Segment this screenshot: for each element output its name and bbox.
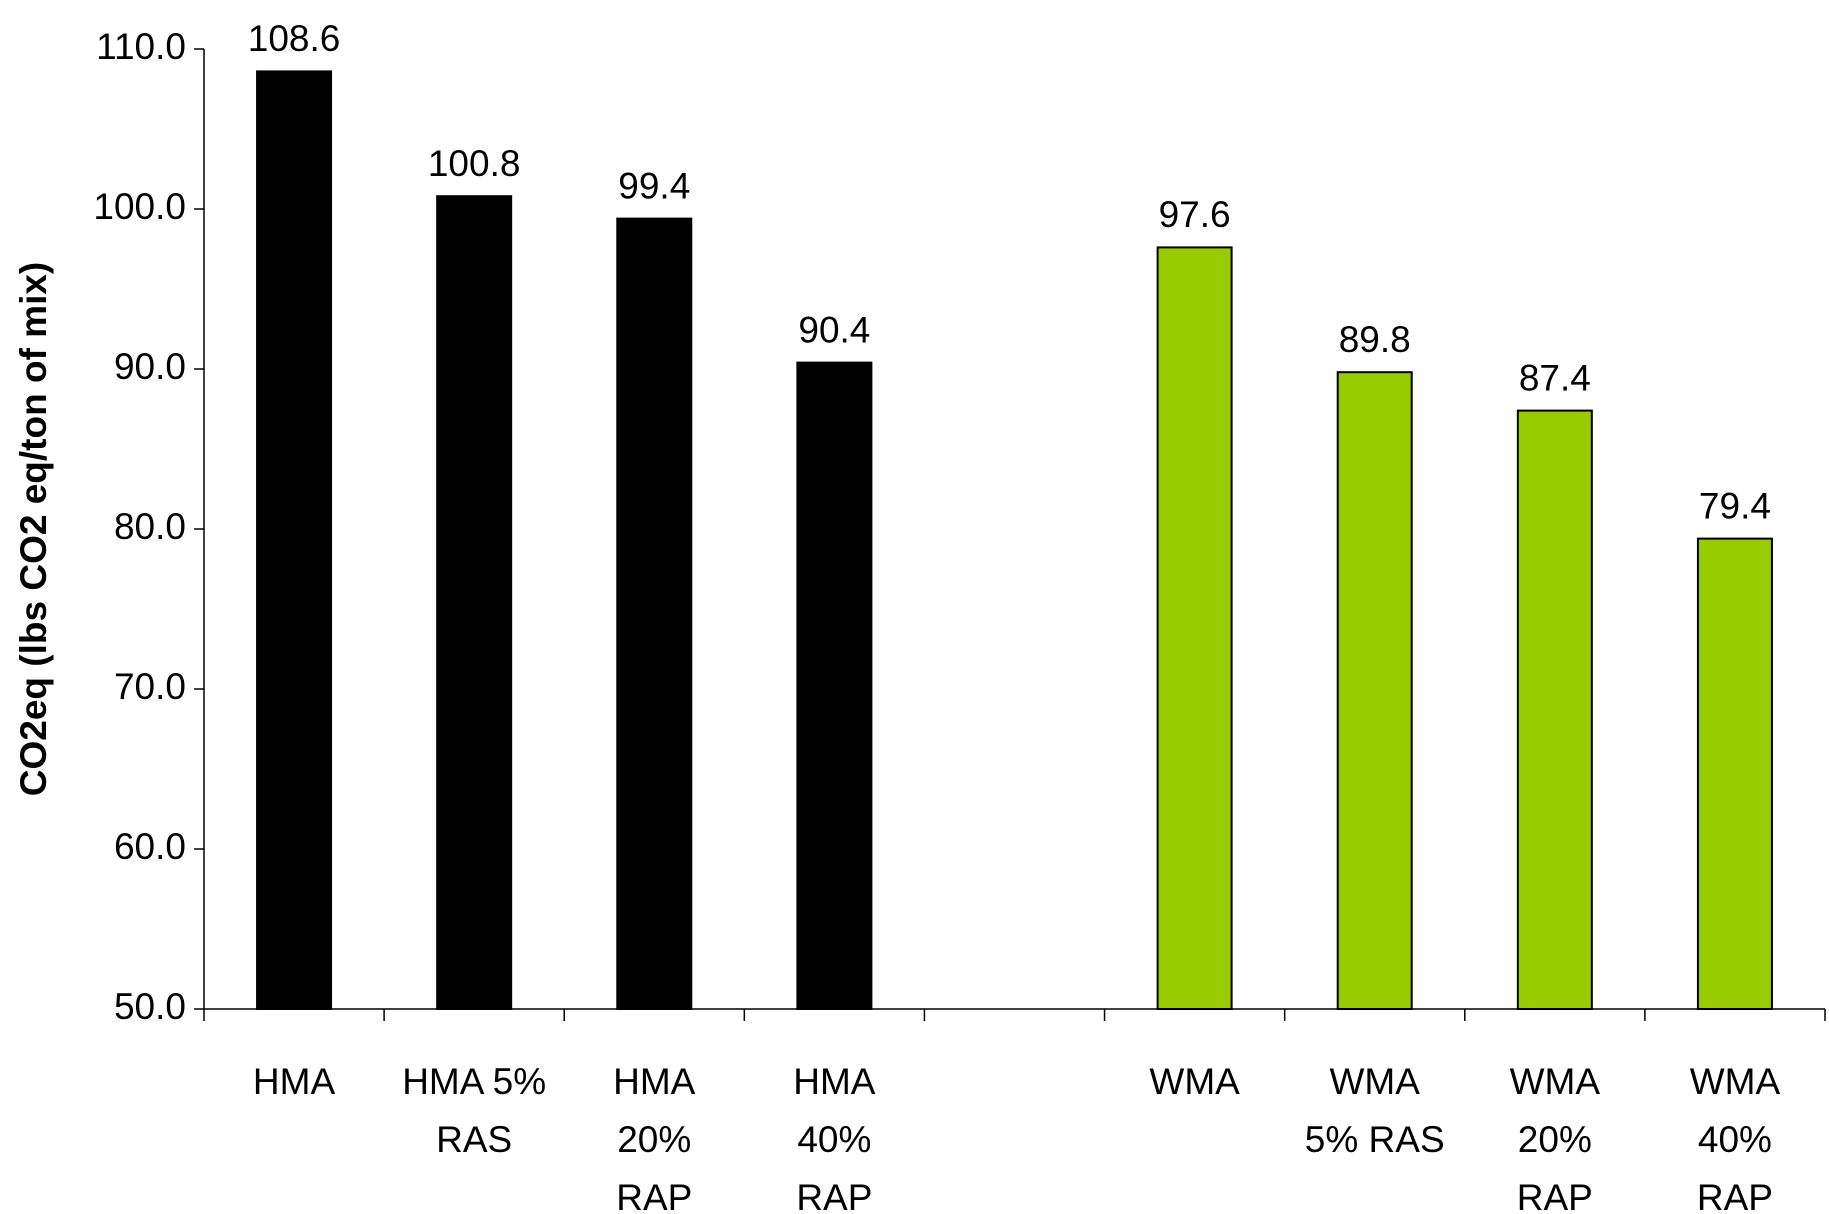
x-tick-label: HMA 40% RAP — [793, 1061, 876, 1214]
y-axis-label: CO2eq (lbs CO2 eq/ton of mix) — [13, 262, 54, 797]
x-tick-label: WMA — [1149, 1061, 1240, 1102]
value-label: 100.8 — [428, 143, 521, 184]
y-tick-label: 70.0 — [114, 666, 186, 707]
x-tick-label: WMA 40% RAP — [1689, 1061, 1781, 1214]
y-tick-label: 60.0 — [114, 826, 186, 867]
bar — [1696, 537, 1773, 1010]
value-label: 108.6 — [248, 18, 341, 59]
bar — [616, 217, 693, 1011]
x-tick-label: WMA 20% RAP — [1509, 1061, 1601, 1214]
value-label: 87.4 — [1519, 357, 1591, 398]
x-tick-label: HMA 20% RAP — [613, 1061, 696, 1214]
y-tick-label: 90.0 — [114, 346, 186, 387]
value-label: 99.4 — [618, 165, 690, 206]
bar — [436, 195, 513, 1010]
y-tick-label: 80.0 — [114, 506, 186, 547]
value-label: 90.4 — [798, 309, 870, 350]
value-label: 97.6 — [1159, 194, 1231, 235]
value-label: 79.4 — [1699, 485, 1771, 526]
x-tick-label: HMA — [252, 1061, 336, 1102]
bar — [1516, 409, 1593, 1011]
bar — [796, 361, 873, 1011]
bar — [1336, 371, 1413, 1010]
y-tick-label: 110.0 — [96, 26, 186, 67]
x-tick-label: WMA 5% RAS — [1304, 1061, 1445, 1160]
y-tick-label: 100.0 — [93, 186, 186, 227]
value-label: 89.8 — [1339, 319, 1411, 360]
bar — [256, 70, 333, 1010]
x-tick-label: HMA 5% RAS — [402, 1061, 547, 1160]
y-tick-label: 50.0 — [114, 986, 186, 1027]
bar — [1156, 246, 1233, 1010]
